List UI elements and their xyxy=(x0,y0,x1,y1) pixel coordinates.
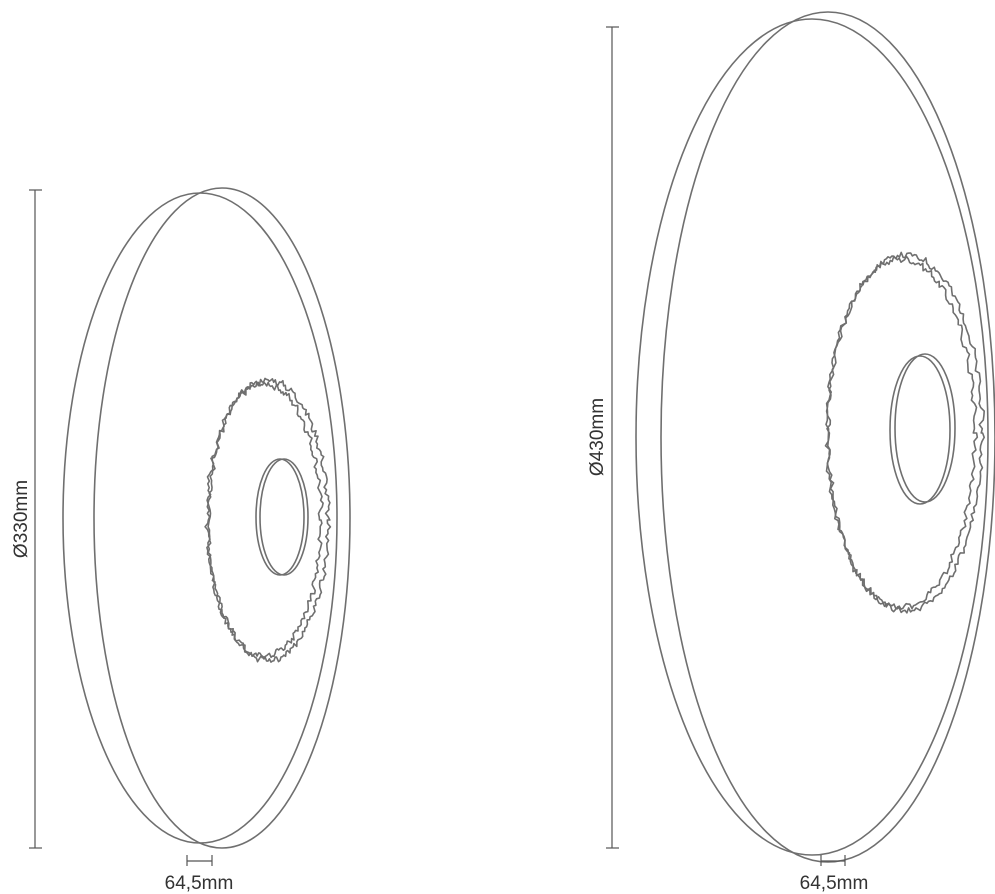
dimension-depth-small: 64,5mm xyxy=(165,855,234,894)
depth-label-large: 64,5mm xyxy=(800,873,869,894)
lamp-large xyxy=(635,11,995,863)
lamp-large-textured-ring-inner xyxy=(824,255,979,610)
lamp-small xyxy=(62,187,351,849)
dimension-height-large: Ø430mm xyxy=(587,26,619,849)
lamp-large-center-disc-back xyxy=(894,353,956,503)
lamp-large-center-disc-front xyxy=(889,355,951,505)
diameter-label-small: Ø330mm xyxy=(11,480,32,558)
dimension-height-small: Ø330mm xyxy=(11,189,42,849)
lamp-large-front-face xyxy=(635,18,989,856)
dimension-depth-large: 64,5mm xyxy=(800,855,869,894)
lamp-small-center-disc-front xyxy=(255,458,305,576)
lamp-small-center-disc-back xyxy=(259,458,309,576)
lamp-small-front-face xyxy=(62,192,338,844)
lamp-large-back-rim xyxy=(660,11,995,863)
depth-label-small: 64,5mm xyxy=(165,873,234,894)
diameter-label-large: Ø430mm xyxy=(587,398,608,476)
lamp-small-textured-ring-inner xyxy=(204,381,324,660)
lamp-small-back-rim xyxy=(93,187,351,849)
